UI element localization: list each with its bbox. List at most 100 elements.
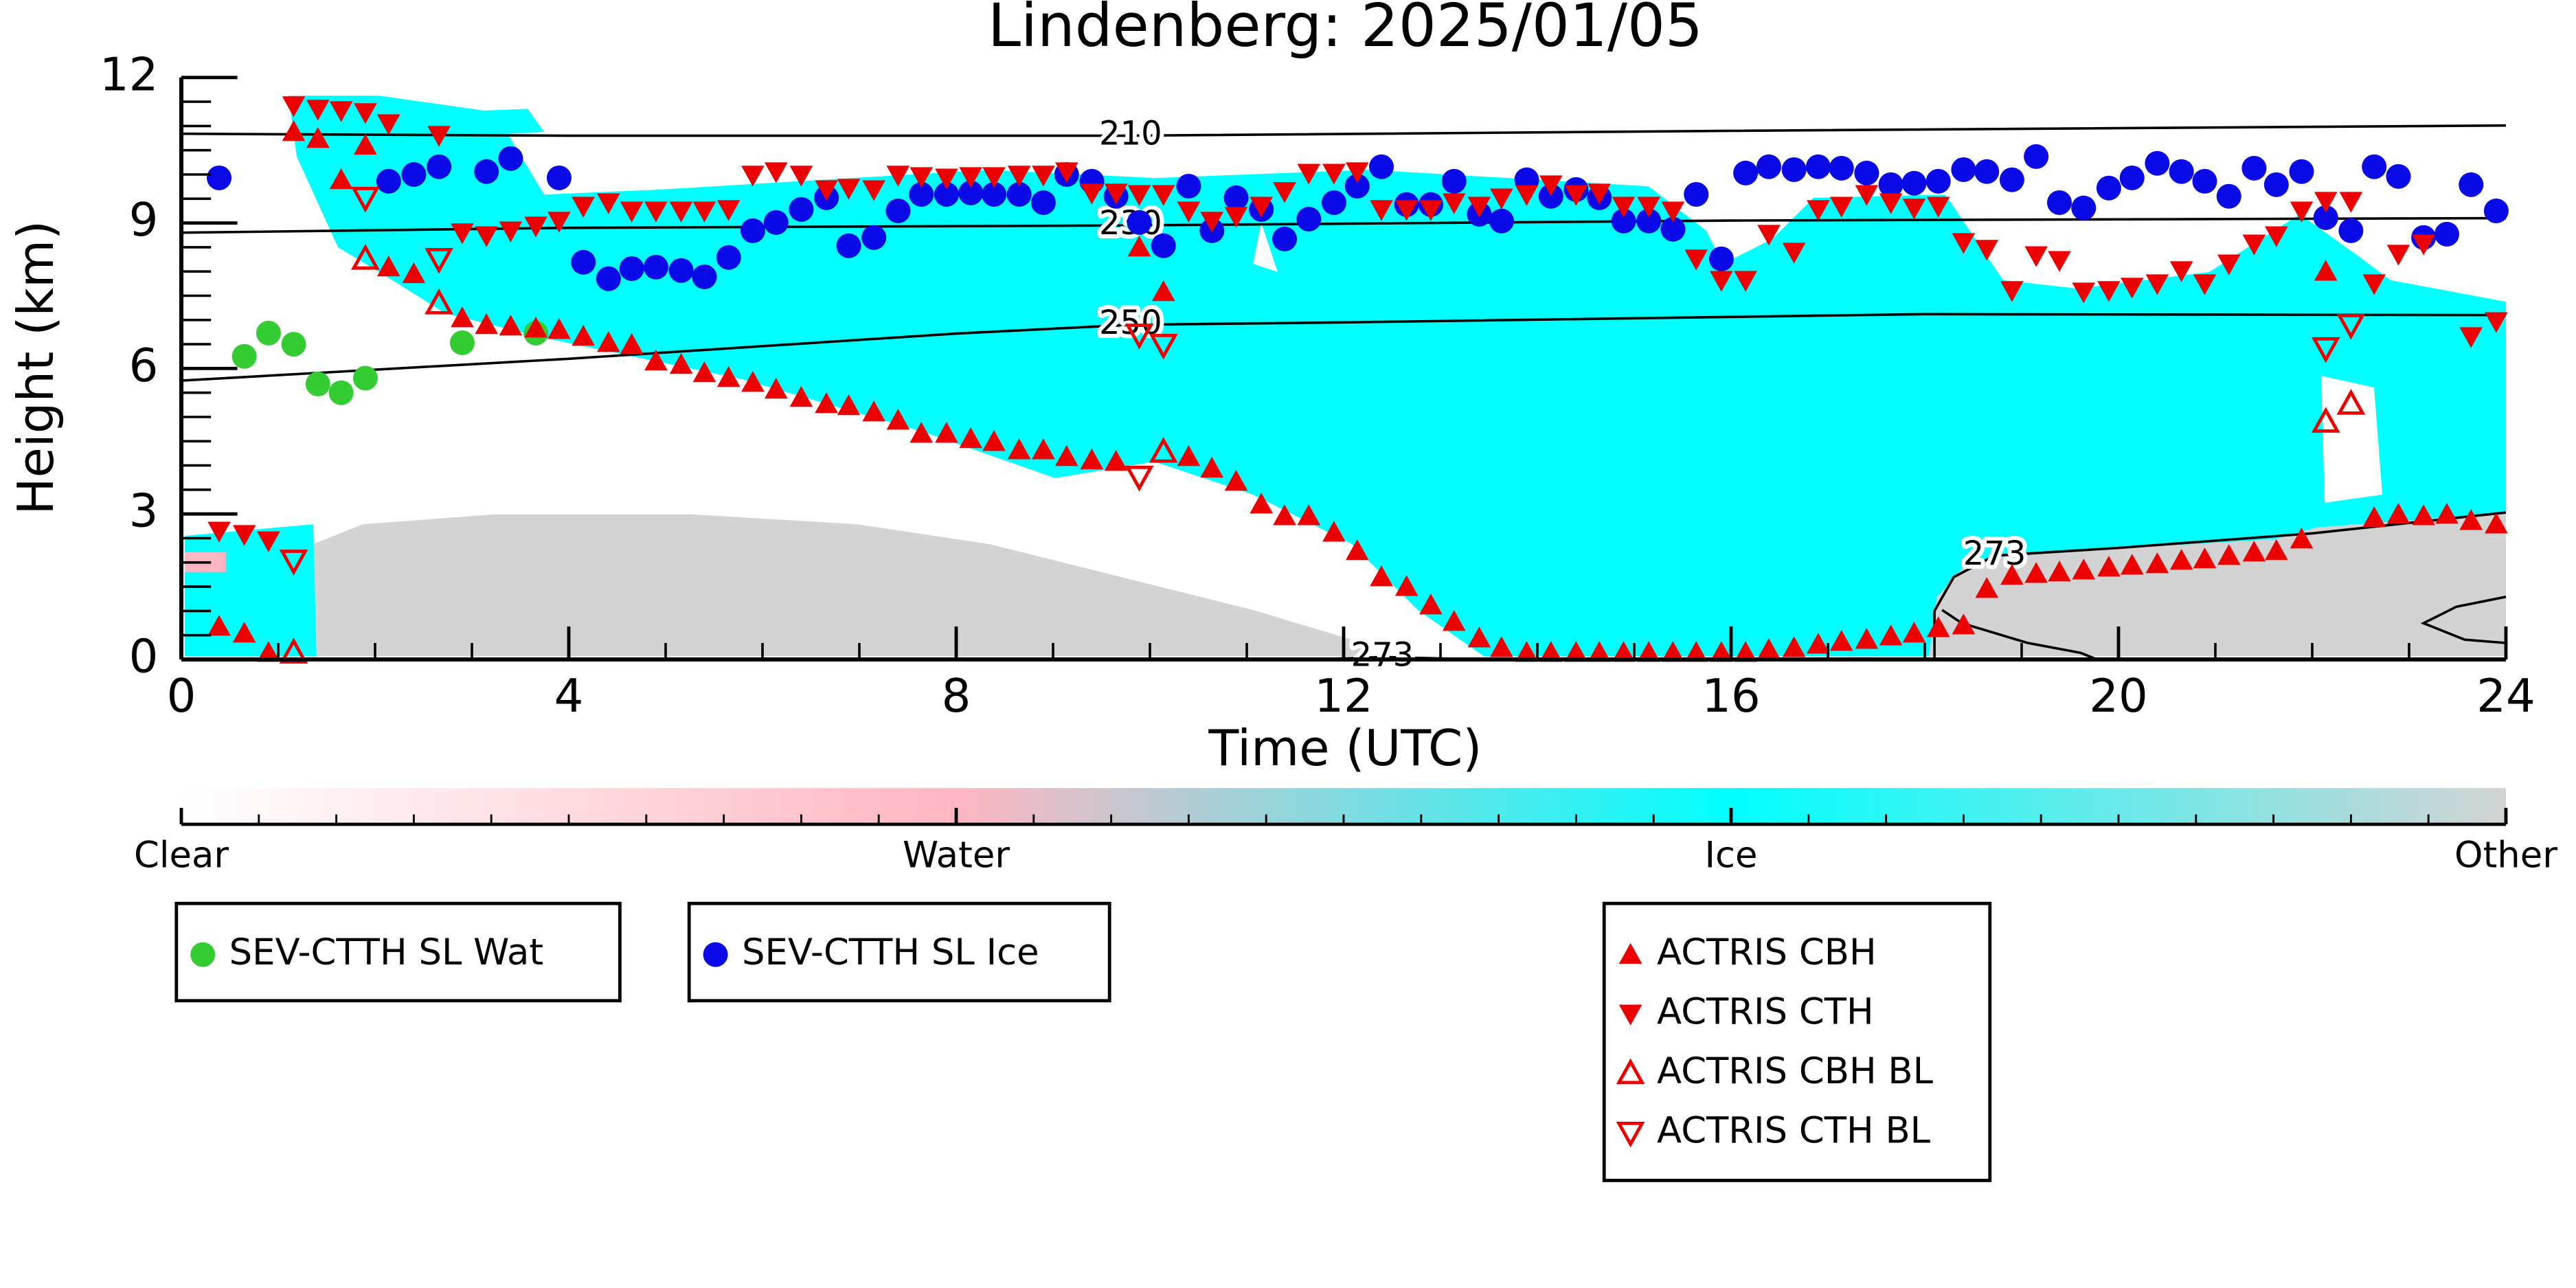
point	[352, 365, 378, 391]
point	[2096, 175, 2121, 201]
point	[401, 162, 427, 188]
point	[620, 333, 644, 354]
point	[1975, 577, 1999, 598]
point	[1854, 160, 1879, 185]
point	[1733, 160, 1759, 185]
point	[1781, 157, 1807, 182]
point	[2097, 281, 2121, 302]
point	[1297, 504, 1321, 526]
point	[837, 179, 861, 200]
point	[499, 221, 523, 242]
point	[571, 249, 596, 275]
point	[498, 146, 523, 171]
point	[1710, 271, 1733, 292]
point	[1149, 333, 1178, 360]
point	[425, 248, 453, 274]
x-tick-label: 4	[554, 669, 584, 723]
point	[669, 201, 693, 223]
x-tick-label: 20	[2089, 669, 2148, 723]
point	[2339, 192, 2363, 213]
point	[1902, 199, 1926, 220]
point	[2314, 260, 2338, 281]
point	[282, 120, 306, 142]
point	[351, 187, 380, 213]
point	[2119, 165, 2145, 190]
point	[2145, 274, 2169, 295]
point	[329, 168, 353, 190]
point	[547, 318, 571, 339]
point	[716, 200, 741, 221]
point	[1370, 565, 1393, 587]
point	[1368, 154, 1394, 179]
point	[1878, 172, 1903, 197]
point	[861, 225, 887, 250]
point	[1296, 206, 1322, 231]
point	[2097, 556, 2121, 577]
point	[1926, 196, 1950, 218]
point	[716, 245, 741, 270]
point	[644, 201, 668, 223]
point	[1177, 201, 1201, 223]
point	[2314, 192, 2338, 213]
point	[1032, 438, 1055, 460]
point	[789, 196, 814, 222]
point	[1805, 154, 1831, 179]
point	[1661, 641, 1685, 662]
point	[2362, 274, 2386, 295]
point	[862, 180, 885, 201]
point	[2290, 528, 2314, 549]
point	[2120, 278, 2144, 299]
point	[1782, 242, 1806, 264]
point	[982, 167, 1006, 188]
point	[1637, 196, 1660, 218]
point	[1151, 233, 1176, 258]
point	[1223, 185, 1249, 210]
point	[1224, 207, 1248, 228]
point	[1054, 445, 1078, 466]
point	[451, 223, 474, 245]
point	[982, 430, 1006, 451]
point	[1952, 233, 1976, 254]
point	[2311, 407, 2340, 433]
point	[1273, 182, 1296, 203]
point	[1636, 208, 1662, 234]
point	[354, 103, 377, 124]
legend-label: ACTRIS CTH	[1657, 991, 1874, 1033]
point	[1539, 175, 1563, 196]
point	[2072, 282, 2096, 304]
point	[1419, 594, 1443, 615]
point	[1127, 236, 1151, 257]
point	[306, 126, 330, 148]
point	[2000, 281, 2024, 302]
x-tick-label: 24	[2476, 669, 2535, 723]
point	[2362, 154, 2387, 179]
point	[763, 210, 789, 235]
point	[2024, 144, 2049, 169]
point	[1272, 226, 1297, 251]
point	[597, 193, 620, 214]
y-tick-label: 6	[129, 339, 159, 392]
point	[1855, 628, 1879, 649]
point	[789, 166, 813, 187]
point	[279, 550, 308, 576]
point	[2169, 261, 2193, 282]
point	[716, 366, 741, 387]
y-tick-label: 3	[129, 484, 159, 538]
point	[2313, 205, 2338, 230]
point	[959, 427, 982, 449]
point	[959, 167, 982, 188]
point	[1975, 240, 1999, 261]
point	[1612, 196, 1636, 218]
point	[1999, 167, 2024, 192]
point	[1442, 193, 1466, 214]
point	[427, 154, 452, 179]
point	[1080, 449, 1104, 470]
point	[547, 212, 571, 233]
point	[1007, 166, 1031, 187]
point	[836, 233, 861, 258]
point	[2242, 234, 2266, 256]
point	[281, 332, 306, 357]
point	[207, 521, 231, 543]
legend-label: ACTRIS CBH BL	[1657, 1050, 1934, 1092]
